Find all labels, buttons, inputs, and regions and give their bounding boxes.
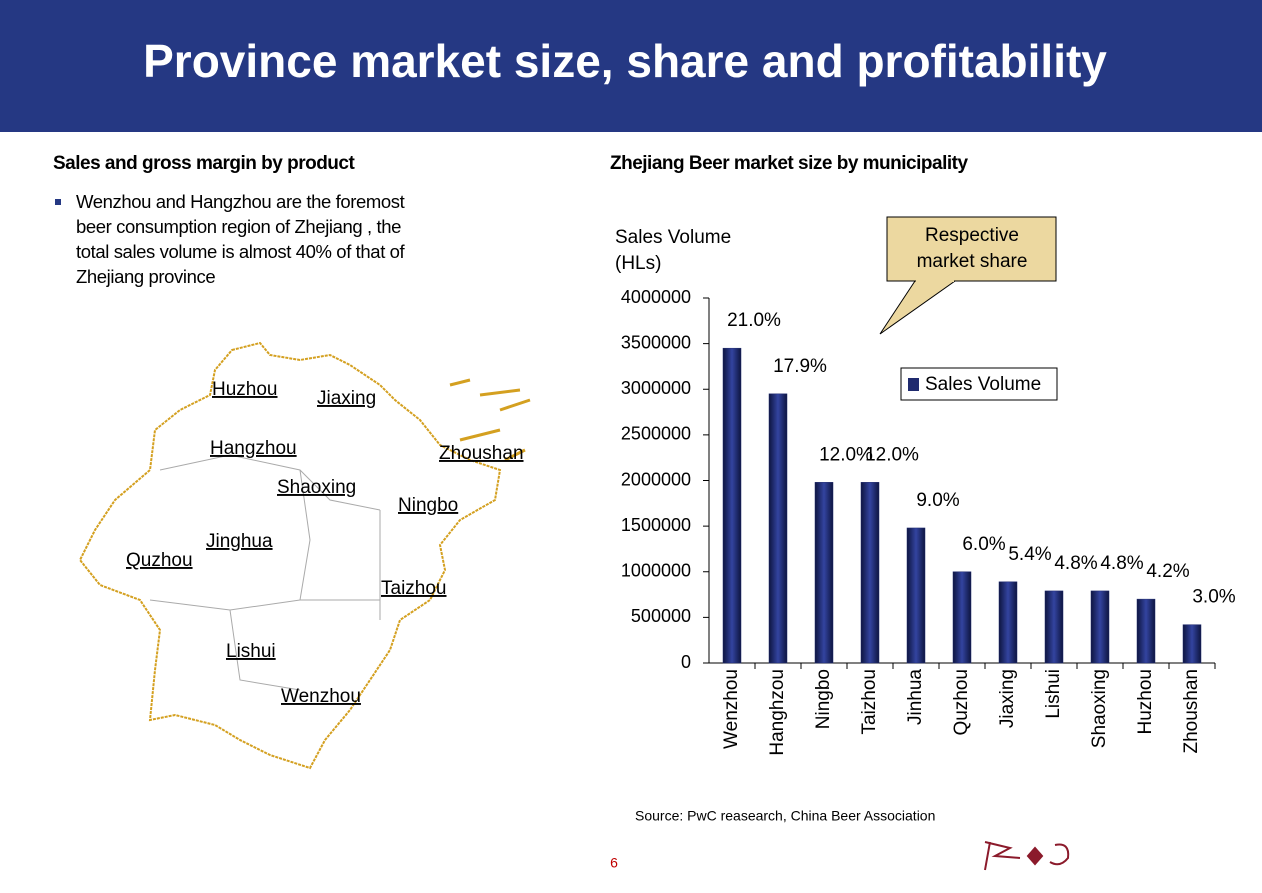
x-tick-label: Ningbo [813, 669, 834, 729]
map-city-label: Huzhou [212, 379, 278, 400]
map-islands [449, 378, 531, 462]
share-label: 4.2% [1146, 561, 1189, 582]
map-city-label: Taizhou [381, 578, 447, 599]
share-label: 5.4% [1008, 544, 1051, 565]
logo [984, 841, 1070, 871]
y-tick-label: 1000000 [621, 561, 691, 581]
legend-swatch [908, 378, 919, 391]
share-label: 9.0% [916, 490, 959, 511]
map-city-label: Zhoushan [439, 443, 524, 464]
chart-title: Zhejiang Beer market size by municipalit… [610, 153, 968, 174]
x-tick-label: Jinhua [905, 669, 926, 725]
x-tick-label: Shaoxing [1089, 669, 1110, 748]
y-axis-label: (HLs) [615, 253, 661, 274]
x-tick-label: Huzhou [1135, 669, 1156, 735]
y-tick-label: 3500000 [621, 332, 691, 352]
x-tick-label: Wenzhou [721, 669, 742, 749]
x-tick-label: Quzhou [951, 669, 972, 736]
header-bar [0, 0, 1262, 132]
legend-label: Sales Volume [925, 374, 1041, 395]
x-tick-label: Lishui [1043, 669, 1064, 719]
bar [814, 482, 834, 664]
x-tick-label: Taizhou [859, 669, 880, 735]
callout-pointer [879, 280, 957, 335]
page-number: 6 [610, 855, 618, 871]
bar [860, 482, 880, 664]
bar [998, 581, 1018, 664]
bar [768, 393, 788, 664]
bullet-line: beer consumption region of Zhejiang , th… [76, 216, 401, 237]
y-tick-label: 500000 [631, 606, 691, 626]
map-city-label: Wenzhou [281, 686, 361, 707]
bullet-line: Zhejiang province [76, 266, 215, 287]
map-city-label: Hangzhou [210, 438, 297, 459]
share-label: 21.0% [727, 310, 781, 331]
map-borders [149, 454, 381, 691]
map-outline [78, 341, 502, 770]
map-city-label: Quzhou [126, 550, 193, 571]
map-city-label: Ningbo [398, 495, 458, 516]
y-tick-label: 2000000 [621, 469, 691, 489]
y-tick-label: 2500000 [621, 424, 691, 444]
share-label: 12.0% [819, 444, 873, 465]
y-tick-label: 0 [681, 652, 691, 672]
share-label: 6.0% [962, 534, 1005, 555]
share-label: 3.0% [1192, 587, 1235, 608]
bullet-dot [55, 199, 61, 205]
callout-text: Respective [925, 225, 1019, 246]
legend-box [900, 367, 1058, 401]
callout-box [886, 216, 1057, 282]
bar [952, 571, 972, 664]
x-tick-label: Jiaxing [997, 669, 1018, 728]
share-label: 4.8% [1100, 553, 1143, 574]
y-tick-label: 1500000 [621, 515, 691, 535]
left-heading: Sales and gross margin by product [53, 153, 355, 174]
map-city-label: Jinghua [206, 531, 273, 552]
y-axis-label: Sales Volume [615, 227, 731, 248]
y-tick-label: 3000000 [621, 378, 691, 398]
y-tick-label: 4000000 [621, 287, 691, 307]
x-tick-label: Zhoushan [1181, 669, 1202, 754]
slide-title: Province market size, share and profitab… [143, 35, 1107, 87]
x-tick-label: Hanghzou [767, 669, 788, 756]
map-city-label: Lishui [226, 641, 276, 662]
bullet-line: total sales volume is almost 40% of that… [76, 241, 406, 262]
map-city-label: Shaoxing [277, 477, 356, 498]
bullet-line: Wenzhou and Hangzhou are the foremost [76, 191, 405, 212]
share-label: 4.8% [1054, 553, 1097, 574]
callout-text: market share [917, 251, 1028, 272]
bar [1090, 590, 1110, 664]
bar [1182, 624, 1202, 664]
bullet-text: Wenzhou and Hangzhou are the foremost be… [76, 191, 406, 287]
share-label: 17.9% [773, 356, 827, 377]
bar [1044, 590, 1064, 664]
share-label: 12.0% [865, 444, 919, 465]
map-city-label: Jiaxing [317, 388, 376, 409]
bar [906, 527, 926, 664]
bar [1136, 598, 1156, 664]
bar [722, 347, 742, 664]
source-note: Source: PwC reasearch, China Beer Associ… [635, 808, 935, 824]
